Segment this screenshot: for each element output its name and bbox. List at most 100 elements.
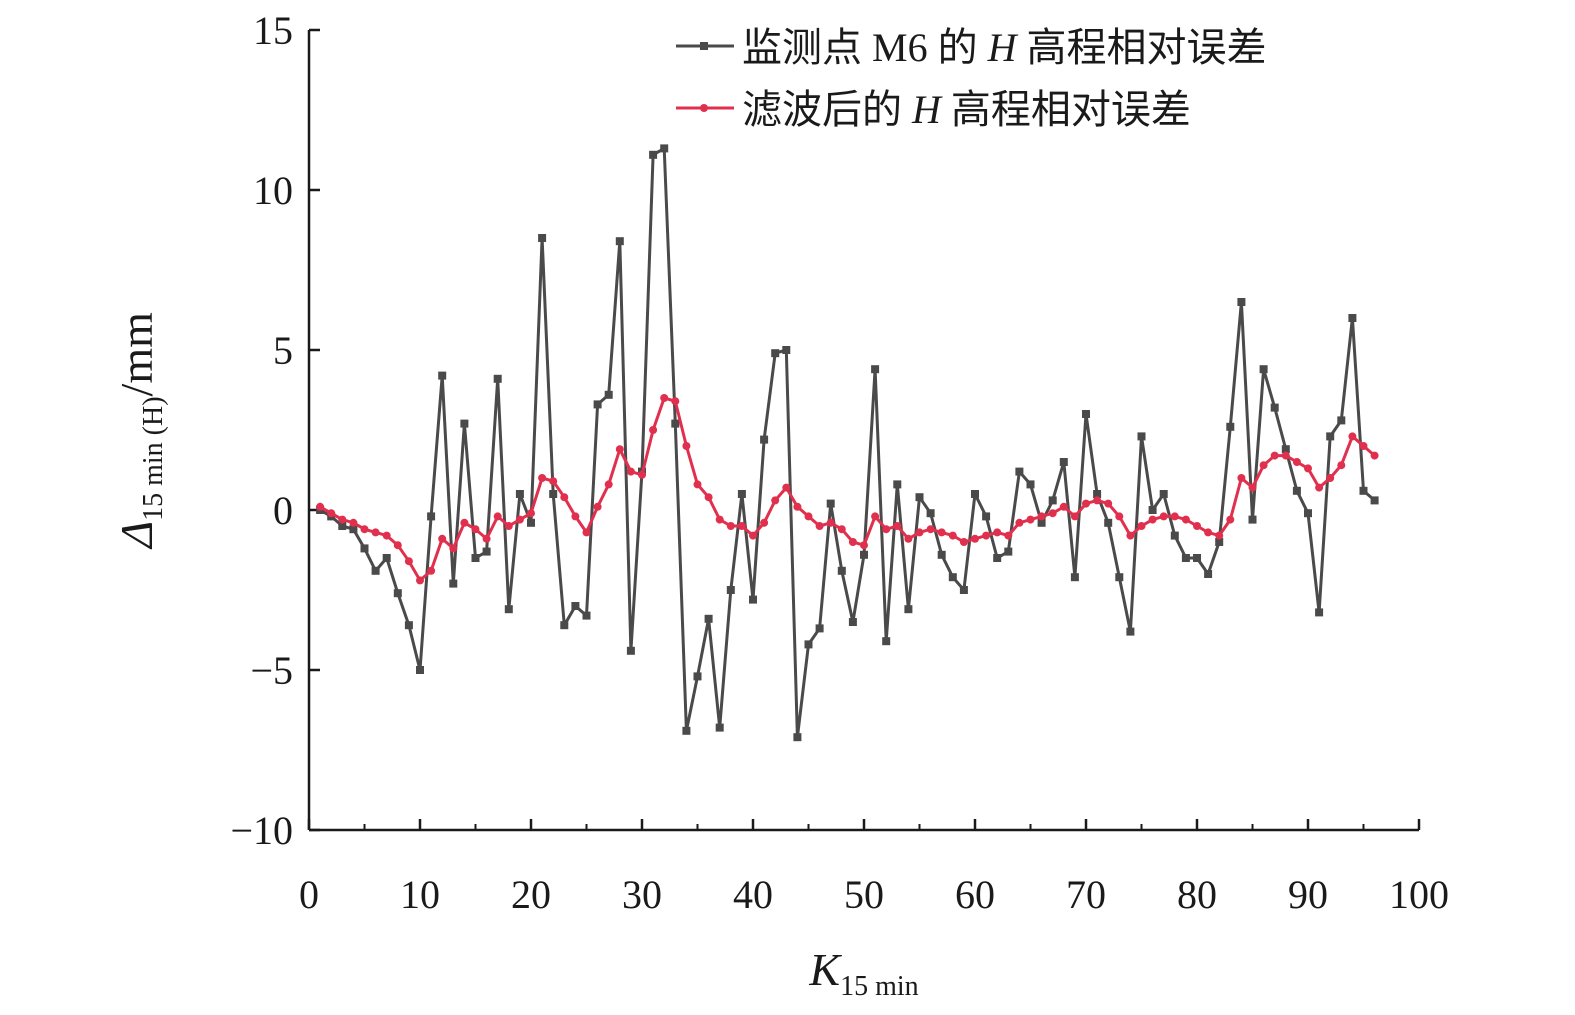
x-axis-label-main: K — [808, 944, 842, 995]
x-tick-label: 0 — [299, 872, 319, 917]
data-point — [826, 518, 835, 527]
data-point — [1159, 490, 1168, 498]
data-point — [593, 502, 602, 511]
data-point — [704, 493, 713, 502]
data-point — [538, 234, 547, 242]
data-point — [771, 349, 780, 358]
data-point — [982, 512, 991, 521]
data-point — [549, 477, 558, 486]
data-point — [1015, 518, 1024, 527]
series-2 — [316, 394, 1379, 585]
data-point — [704, 614, 713, 623]
data-point — [1248, 515, 1257, 524]
data-point — [1370, 451, 1379, 460]
legend-entry-1: 监测点 M6 的 H 高程相对误差 — [676, 25, 1266, 70]
data-point — [749, 595, 757, 604]
data-point — [1337, 416, 1346, 425]
x-tick-label: 30 — [622, 872, 662, 917]
data-point — [1193, 554, 1201, 562]
x-tick-label: 90 — [1288, 872, 1328, 917]
data-point — [582, 528, 591, 537]
data-point — [948, 573, 957, 582]
data-point — [837, 566, 846, 575]
series-1-line — [319, 146, 1376, 739]
data-point — [1259, 365, 1268, 374]
x-tick-label: 50 — [844, 872, 884, 917]
data-point — [1115, 512, 1124, 521]
data-point — [1248, 483, 1257, 492]
data-point — [1093, 496, 1102, 505]
data-point — [1281, 445, 1290, 454]
data-point — [1126, 531, 1135, 540]
data-point — [1070, 573, 1079, 582]
data-point — [493, 512, 502, 521]
data-point — [493, 374, 502, 383]
data-point — [726, 522, 735, 530]
legend-label-1: 监测点 M6 的 H 高程相对误差 — [742, 25, 1266, 70]
data-point — [604, 480, 613, 489]
x-tick-label: 80 — [1177, 872, 1217, 917]
data-point — [726, 586, 735, 594]
data-point — [1215, 538, 1224, 546]
data-point — [1348, 432, 1357, 441]
data-point — [937, 550, 946, 559]
data-point — [593, 400, 602, 409]
data-point — [349, 518, 358, 527]
data-point — [1237, 474, 1246, 482]
data-point — [804, 512, 813, 521]
data-point — [1104, 518, 1113, 527]
data-point — [1148, 515, 1157, 524]
data-point — [926, 509, 935, 518]
data-point — [449, 579, 458, 588]
data-point — [782, 346, 791, 354]
data-point — [837, 525, 846, 534]
data-point — [1015, 467, 1024, 476]
data-point — [1204, 570, 1213, 578]
x-axis-label: K15 min — [808, 944, 918, 1002]
data-point — [793, 502, 802, 511]
data-point — [371, 528, 380, 537]
data-point — [671, 397, 680, 406]
legend-label-2: 滤波后的 H 高程相对误差 — [742, 87, 1191, 132]
data-point — [1292, 458, 1301, 466]
data-point — [638, 470, 646, 479]
data-point — [782, 483, 791, 492]
data-point — [871, 512, 880, 521]
legend: 监测点 M6 的 H 高程相对误差 滤波后的 H 高程相对误差 — [676, 25, 1266, 132]
data-point — [771, 496, 780, 505]
data-point — [1170, 512, 1179, 521]
data-point — [316, 502, 325, 511]
y-axis-ticks: −10 −5 0 5 10 15 — [230, 8, 320, 853]
data-point — [971, 534, 979, 543]
data-point — [1181, 554, 1190, 562]
legend-entry-2: 滤波后的 H 高程相对误差 — [676, 87, 1191, 132]
data-point — [804, 640, 813, 649]
data-point — [471, 554, 480, 562]
data-point — [349, 525, 358, 534]
data-point — [327, 509, 336, 518]
data-point — [948, 531, 957, 540]
data-point — [360, 525, 369, 534]
data-point — [1348, 314, 1357, 322]
data-point — [1170, 531, 1179, 540]
data-point — [1070, 512, 1079, 521]
data-point — [1370, 496, 1379, 505]
data-point — [671, 419, 680, 428]
data-point — [815, 522, 824, 530]
data-point — [1082, 410, 1090, 418]
data-point — [416, 576, 424, 585]
data-point — [1115, 573, 1124, 582]
data-point — [1159, 512, 1168, 521]
data-point — [571, 602, 580, 610]
legend-swatch-marker-1 — [700, 42, 708, 50]
data-point — [482, 534, 491, 543]
data-point — [360, 544, 369, 553]
y-tick-label: 5 — [273, 328, 293, 373]
data-point — [482, 547, 491, 556]
data-point — [693, 672, 702, 681]
data-point — [826, 499, 835, 508]
data-point — [848, 538, 857, 546]
y-axis-label-main: Δ — [111, 521, 162, 550]
data-point — [882, 637, 891, 646]
data-point — [882, 525, 891, 534]
